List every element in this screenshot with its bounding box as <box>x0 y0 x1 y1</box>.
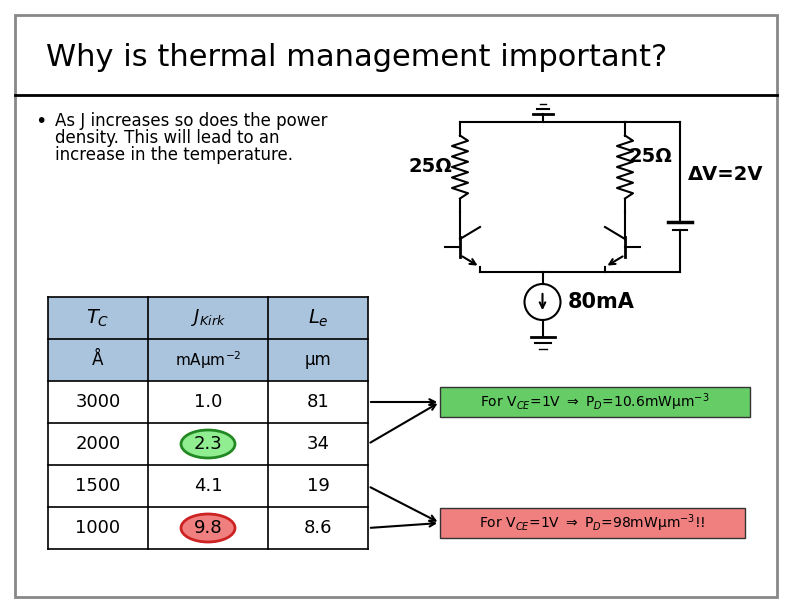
Text: mAμm$^{-2}$: mAμm$^{-2}$ <box>175 349 242 371</box>
Text: 1500: 1500 <box>75 477 120 495</box>
Bar <box>268 465 368 507</box>
Bar <box>148 465 268 507</box>
Bar <box>48 423 148 465</box>
Bar <box>440 508 745 538</box>
Bar <box>48 465 148 507</box>
Bar <box>48 297 148 339</box>
Bar <box>268 339 368 381</box>
Text: ΔV=2V: ΔV=2V <box>688 165 763 184</box>
Bar <box>268 381 368 423</box>
Bar <box>148 423 268 465</box>
Bar <box>268 423 368 465</box>
Text: 3000: 3000 <box>75 393 120 411</box>
Text: 2000: 2000 <box>75 435 120 453</box>
Bar <box>268 297 368 339</box>
Text: For V$_{CE}$=1V $\Rightarrow$ P$_D$=10.6mWμm$^{-3}$: For V$_{CE}$=1V $\Rightarrow$ P$_D$=10.6… <box>480 391 710 413</box>
Text: 2.3: 2.3 <box>193 435 223 453</box>
Text: density. This will lead to an: density. This will lead to an <box>55 129 280 147</box>
Text: 9.8: 9.8 <box>194 519 223 537</box>
Bar <box>148 381 268 423</box>
Text: 25Ω: 25Ω <box>408 157 452 176</box>
Text: 8.6: 8.6 <box>304 519 333 537</box>
Text: μm: μm <box>305 351 331 369</box>
Text: 19: 19 <box>307 477 329 495</box>
Bar <box>268 507 368 549</box>
Text: 80mA: 80mA <box>568 292 634 312</box>
Text: $\mathit{L}_\mathit{e}$: $\mathit{L}_\mathit{e}$ <box>307 307 329 329</box>
Text: As J increases so does the power: As J increases so does the power <box>55 112 328 130</box>
Bar <box>48 381 148 423</box>
Text: 1000: 1000 <box>75 519 120 537</box>
Bar <box>148 339 268 381</box>
Bar <box>48 339 148 381</box>
Ellipse shape <box>181 514 235 542</box>
Text: 34: 34 <box>307 435 329 453</box>
Text: $\mathit{T}_\mathit{C}$: $\mathit{T}_\mathit{C}$ <box>86 307 109 329</box>
Text: Why is thermal management important?: Why is thermal management important? <box>46 42 667 72</box>
Bar <box>48 507 148 549</box>
Ellipse shape <box>181 430 235 458</box>
Bar <box>148 507 268 549</box>
Bar <box>148 297 268 339</box>
Text: 81: 81 <box>307 393 329 411</box>
Text: increase in the temperature.: increase in the temperature. <box>55 146 293 164</box>
Text: Å: Å <box>92 351 104 369</box>
Text: $\mathit{J}_\mathit{Kirk}$: $\mathit{J}_\mathit{Kirk}$ <box>191 307 226 329</box>
Text: For V$_{CE}$=1V $\Rightarrow$ P$_D$=98mWμm$^{-3}$!!: For V$_{CE}$=1V $\Rightarrow$ P$_D$=98mW… <box>479 512 706 534</box>
Text: 25Ω: 25Ω <box>629 147 672 166</box>
Text: 1.0: 1.0 <box>194 393 223 411</box>
Bar <box>440 387 750 417</box>
Text: •: • <box>35 112 47 131</box>
Text: 4.1: 4.1 <box>194 477 223 495</box>
